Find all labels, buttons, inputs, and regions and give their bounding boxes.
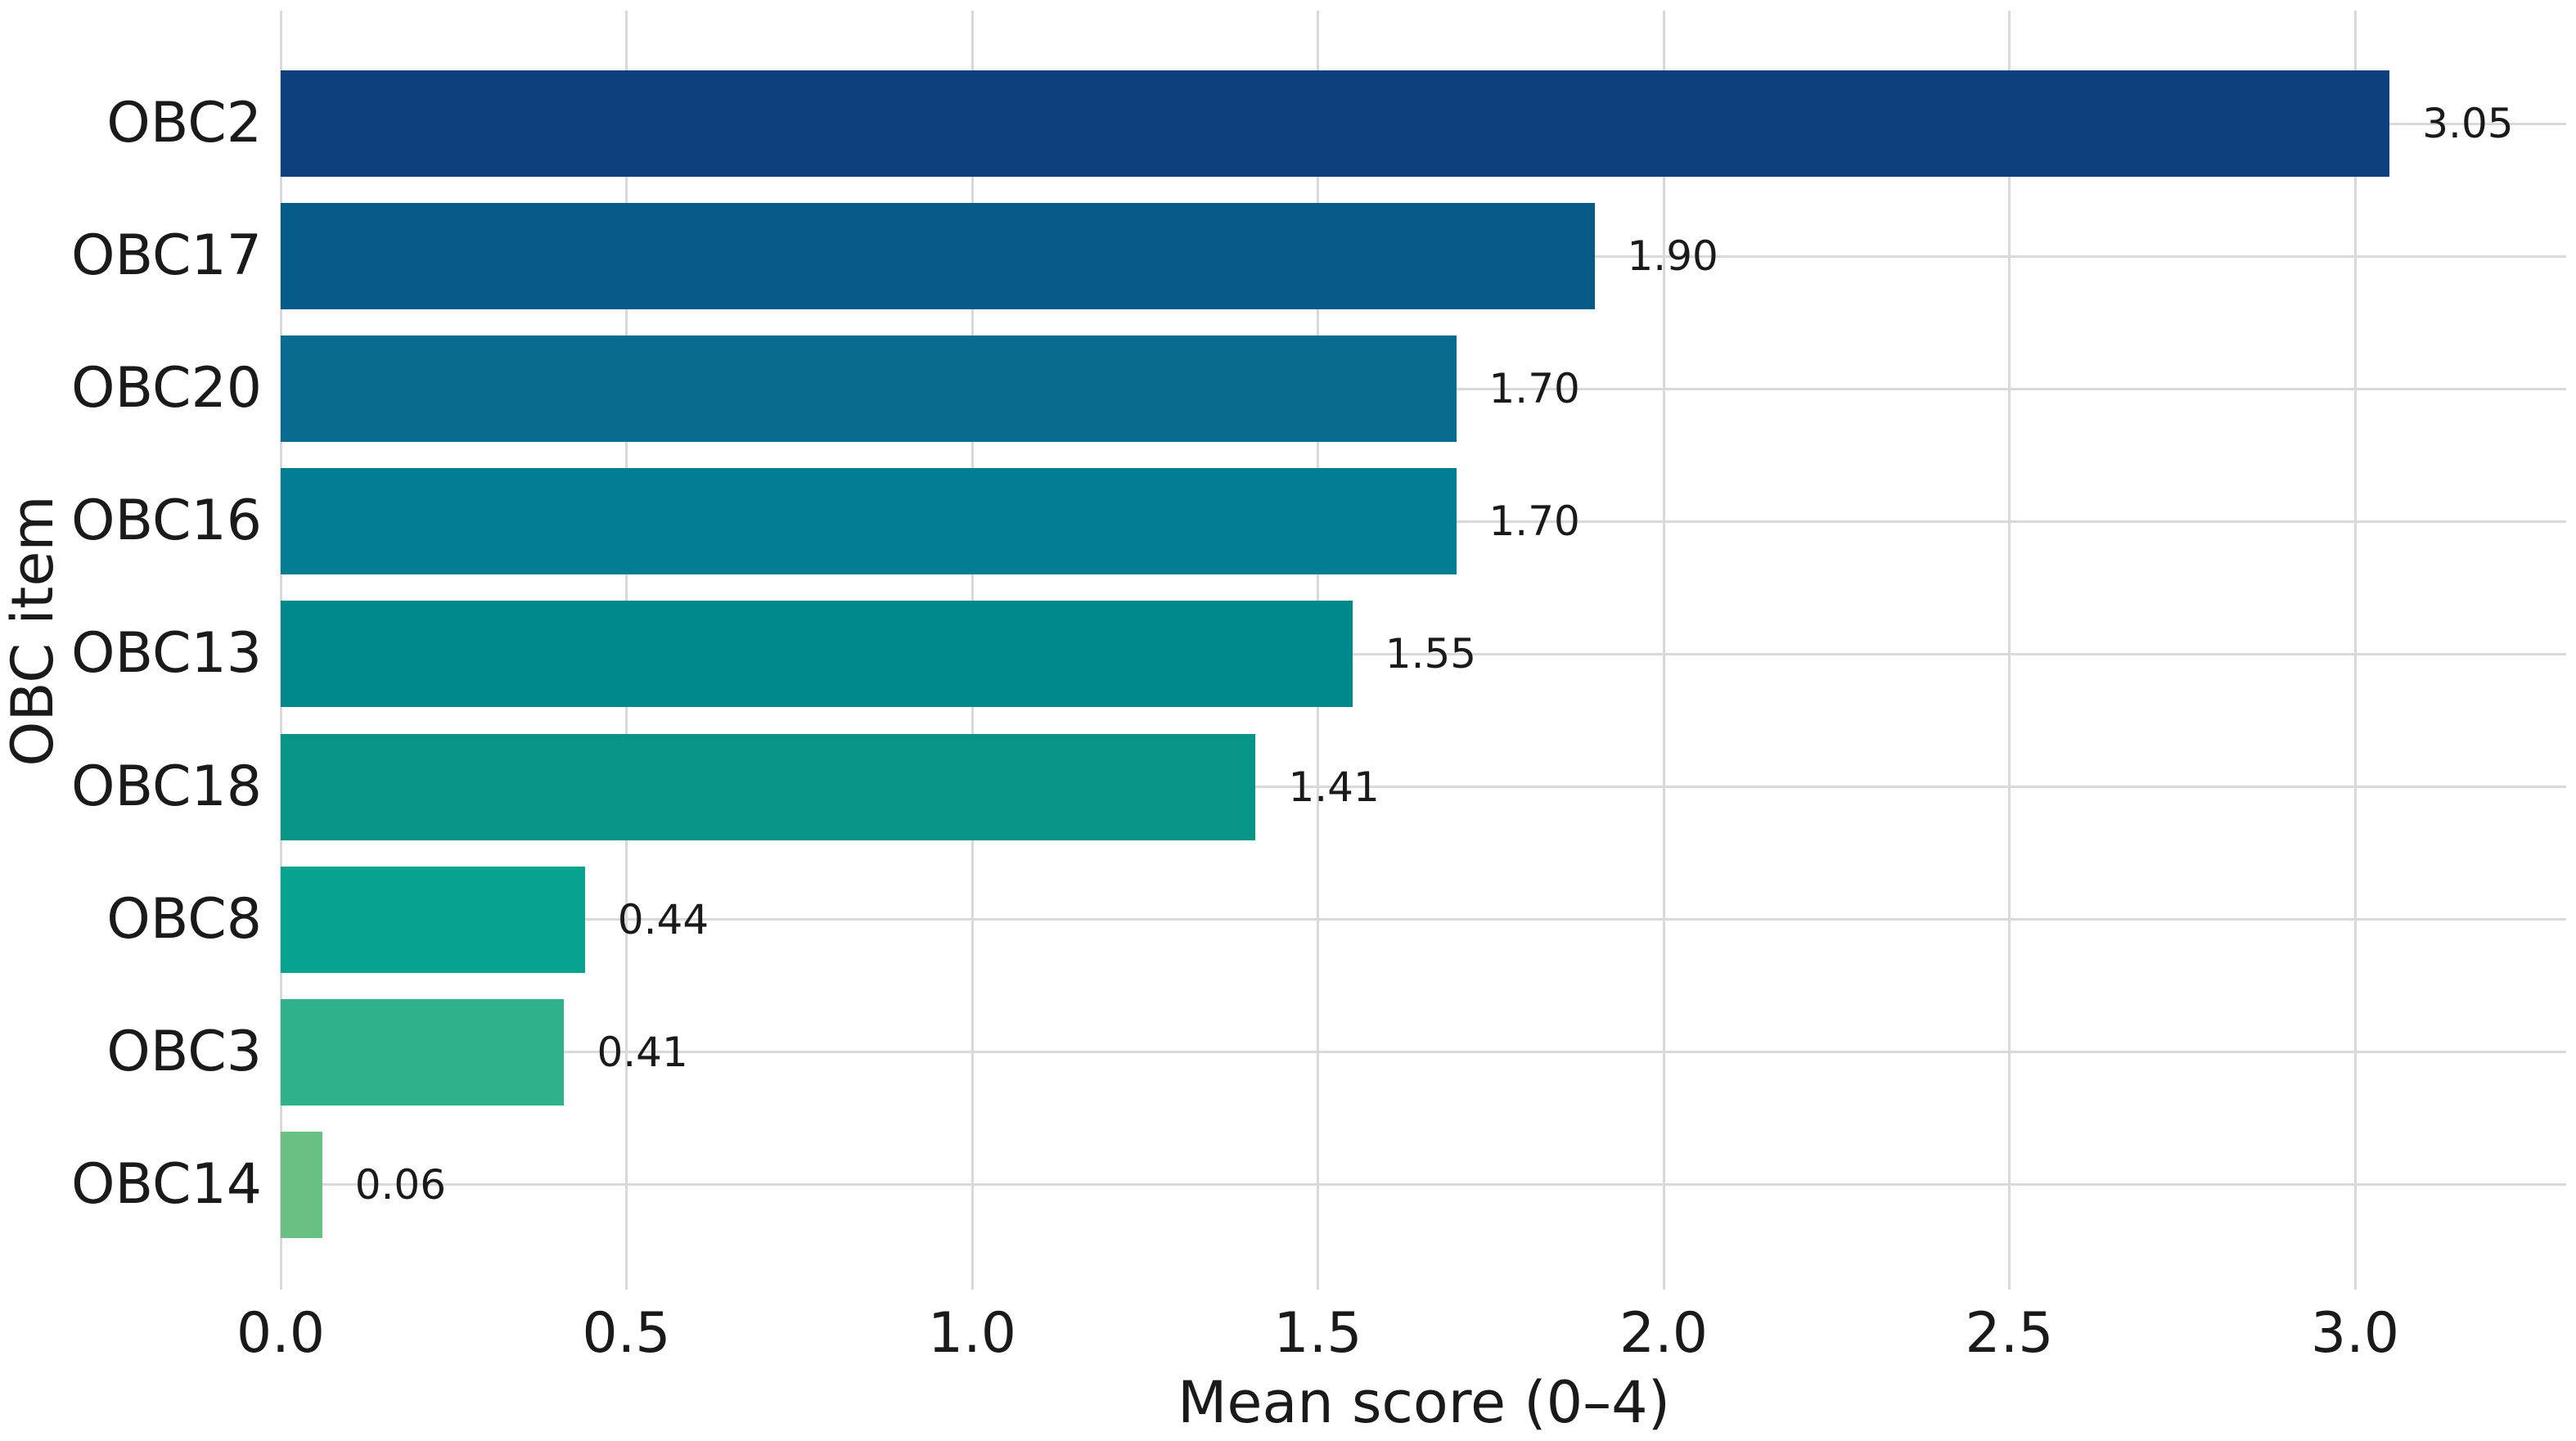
value-label: 0.41 (597, 1028, 688, 1076)
bar-obc18 (281, 733, 1256, 840)
bar-obc13 (281, 601, 1353, 708)
bar-obc3 (281, 998, 565, 1106)
category-label: OBC8 (106, 886, 262, 952)
value-label: 1.70 (1488, 365, 1580, 413)
y-gridline (281, 652, 2566, 655)
y-gridline (281, 918, 2566, 921)
y-gridline (281, 786, 2566, 788)
category-label: OBC16 (71, 489, 262, 554)
x-tick-label: 1.0 (927, 1301, 1017, 1366)
bar-obc16 (281, 468, 1457, 575)
value-label: 1.70 (1488, 498, 1580, 546)
x-gridline (2008, 11, 2011, 1290)
category-label: OBC3 (106, 1019, 262, 1084)
bar-obc14 (281, 1131, 322, 1238)
value-label: 1.90 (1627, 232, 1718, 281)
x-tick-label: 2.0 (1619, 1301, 1709, 1366)
y-gridline (281, 1183, 2566, 1187)
category-label: OBC13 (71, 621, 262, 687)
value-label: 0.44 (617, 895, 709, 943)
bar-obc2 (281, 70, 2390, 177)
value-label: 0.06 (354, 1160, 447, 1209)
category-label: OBC18 (71, 754, 262, 819)
bar-obc8 (281, 866, 585, 973)
x-gridline (2353, 11, 2357, 1290)
category-label: OBC14 (71, 1151, 262, 1217)
x-tick-label: 0.0 (236, 1301, 326, 1366)
bar-obc20 (281, 335, 1457, 443)
category-label: OBC2 (106, 91, 262, 155)
x-gridline (1662, 11, 1665, 1290)
category-label: OBC17 (71, 223, 262, 289)
x-tick-label: 1.5 (1273, 1301, 1362, 1366)
x-tick-label: 2.5 (1965, 1301, 2054, 1366)
category-label: OBC20 (71, 356, 262, 421)
y-gridline (281, 1051, 2566, 1054)
value-label: 3.05 (2422, 100, 2514, 147)
value-label: 1.41 (1288, 763, 1380, 811)
value-label: 1.55 (1385, 630, 1477, 678)
bar-obc17 (281, 203, 1595, 310)
x-tick-label: 3.0 (2310, 1301, 2400, 1366)
x-axis-title: Mean score (0–4) (1177, 1369, 1671, 1436)
y-axis-title: OBC item (0, 495, 66, 767)
x-tick-label: 0.5 (582, 1301, 671, 1366)
